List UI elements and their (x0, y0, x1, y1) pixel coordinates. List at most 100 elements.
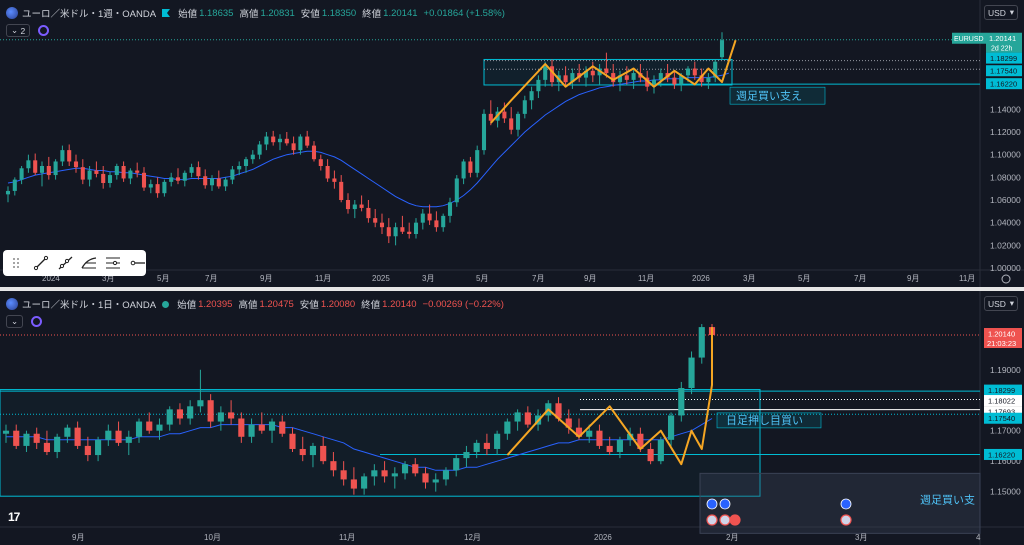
candle (101, 166, 106, 189)
candle-body (447, 202, 453, 216)
candle (366, 200, 371, 223)
currency-select-top[interactable]: USD ▾ (984, 5, 1018, 20)
drawing-toolbar[interactable] (3, 250, 146, 276)
candle (668, 412, 675, 446)
candle (67, 144, 72, 166)
time-tick-label: 11月 (339, 533, 355, 542)
candle-body (386, 227, 391, 237)
candle-body (228, 412, 235, 419)
candle (318, 154, 323, 171)
weekly-chart-pane[interactable]: ユーロ／米ドル・1週・OANDA 始値 1.18635 高値 1.20831 安値 1… (0, 0, 1024, 287)
ray-icon[interactable] (57, 255, 73, 271)
candle (74, 421, 81, 449)
candle-body (187, 406, 194, 419)
candle-body (524, 412, 531, 425)
candle-body (407, 231, 412, 234)
candle (196, 161, 201, 180)
candle-body (277, 138, 283, 143)
candle (611, 64, 616, 87)
candle-body (427, 213, 432, 221)
daily-annotation-label: 日足押し目買い (726, 413, 803, 427)
candle-body (53, 161, 58, 176)
level-tag-label: 1.18022 (988, 397, 1015, 406)
candle-body (169, 177, 174, 182)
candle-body (651, 79, 657, 87)
horizontal-ray-icon[interactable] (129, 255, 145, 271)
trendline-icon[interactable] (33, 255, 49, 271)
candle (135, 418, 143, 443)
candle (53, 159, 58, 180)
weekly-change: +0.01864 (+1.58%) (423, 7, 505, 19)
candle-body (420, 213, 425, 223)
indicator-settings-icon[interactable] (38, 25, 50, 36)
fib-icon[interactable] (81, 255, 97, 271)
level-tag (984, 448, 1022, 460)
time-tick-label: 9月 (907, 274, 919, 283)
daily-symbol[interactable]: ユーロ／米ドル・1日・OANDA (22, 300, 157, 311)
candle (197, 369, 204, 413)
candle (381, 461, 388, 483)
weekly-symbol[interactable]: ユーロ／米ドル・1週・OANDA (22, 9, 157, 20)
candle-body (95, 439, 102, 456)
weekly-indicator-row: ⌄ 2 (6, 24, 50, 37)
candle (209, 175, 215, 191)
bookmark-flag-icon[interactable] (162, 9, 171, 17)
candle-body (647, 448, 654, 462)
candle-body (223, 179, 228, 187)
candle-body (299, 448, 306, 456)
candle (529, 86, 534, 110)
candle (189, 163, 194, 178)
candle-body (196, 167, 201, 177)
weekly-price-chart[interactable]: 週足買い支え 1.14000 1.12000 1.10000 1.08000 1.0600… (0, 0, 1024, 287)
candle-body (175, 177, 181, 181)
level-tag-label: 1.16220 (988, 450, 1015, 459)
candle (475, 145, 480, 178)
candle-body (182, 172, 187, 181)
candle-body (291, 143, 296, 151)
daily-annotation-box (716, 412, 822, 429)
price-tick-label: 1.15000 (990, 487, 1021, 497)
candle (359, 195, 364, 212)
candle (413, 218, 419, 239)
candle-body (330, 461, 337, 471)
candle (26, 154, 31, 173)
candle (148, 179, 153, 194)
candle (647, 442, 654, 465)
candle (522, 95, 527, 119)
candle (463, 445, 470, 468)
candle-body (624, 75, 629, 80)
price-tick-label: 1.04000 (990, 218, 1021, 228)
collapse-indicators-button[interactable]: ⌄ (6, 315, 24, 328)
candle (289, 427, 296, 453)
daily-price-chart[interactable]: 週足買い支 日足押し目買い 1.19000 1.17000 1.16000 1.15000… (0, 291, 1024, 545)
candle-body (719, 40, 725, 58)
candle-body (264, 136, 269, 145)
candle (39, 161, 45, 187)
candle-body (33, 433, 40, 443)
candle-body (706, 77, 711, 83)
candle (340, 461, 347, 486)
indicator-settings-icon[interactable] (31, 316, 43, 327)
parallel-channel-icon[interactable] (105, 255, 121, 271)
candle-body (509, 118, 514, 130)
candle-body (645, 77, 650, 87)
collapse-indicators-button[interactable]: ⌄ 2 (6, 24, 31, 37)
candle (284, 132, 289, 146)
candle (442, 467, 450, 486)
candle (264, 132, 269, 151)
weekly-annotation-box (729, 86, 826, 105)
candle-body (461, 161, 466, 179)
currency-select-bottom[interactable]: USD ▾ (984, 296, 1018, 311)
candle-body (250, 154, 255, 160)
price-tick-label: 1.19000 (990, 365, 1021, 375)
daily-chart-pane[interactable]: ユーロ／米ドル・1日・OANDA 始値 1.20395 高値 1.20475 安値 1… (0, 291, 1024, 545)
candle (277, 134, 283, 151)
candle-body (473, 442, 480, 453)
candle (54, 433, 61, 459)
grip-icon[interactable] (9, 255, 25, 271)
daily-change: −0.00269 (−0.22%) (422, 298, 504, 310)
candle (64, 424, 71, 443)
candle-body (637, 433, 644, 449)
candle (706, 73, 711, 89)
pane-divider[interactable] (0, 287, 1024, 291)
